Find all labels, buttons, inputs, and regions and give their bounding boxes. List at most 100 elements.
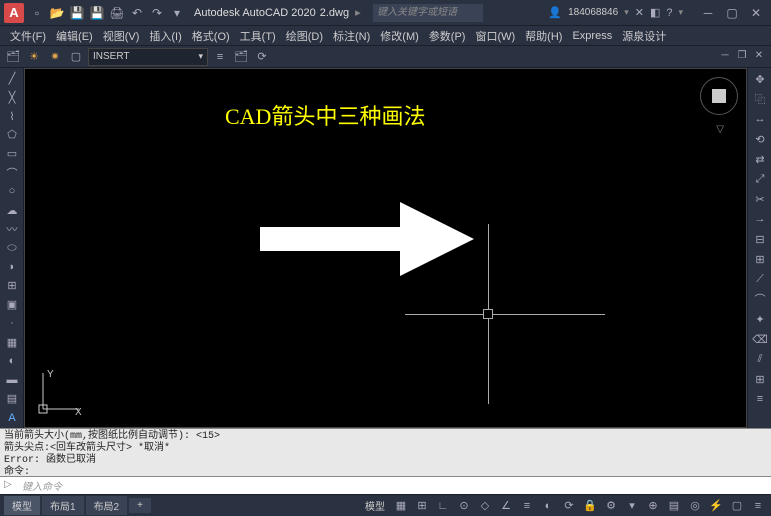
tab-layout2[interactable]: 布局2 xyxy=(86,496,128,515)
minimize-button[interactable]: ─ xyxy=(697,4,719,22)
layer-misc-icon[interactable]: ⟳ xyxy=(253,48,271,66)
menu-insert[interactable]: 插入(I) xyxy=(145,26,185,46)
polygon-tool-icon[interactable]: ⬠ xyxy=(2,127,22,144)
menu-window[interactable]: 窗口(W) xyxy=(471,26,519,46)
exchange-icon[interactable]: ✕ xyxy=(635,6,644,19)
close-button[interactable]: ✕ xyxy=(745,4,767,22)
insert-tool-icon[interactable]: ⊞ xyxy=(2,277,22,294)
chamfer-tool-icon[interactable]: ⟋ xyxy=(750,270,770,288)
help-dropdown-icon[interactable]: ▾ xyxy=(678,7,683,18)
mirror-tool-icon[interactable]: ⇄ xyxy=(750,150,770,168)
menu-edit[interactable]: 编辑(E) xyxy=(52,26,97,46)
qat-save-icon[interactable]: 💾 xyxy=(68,4,86,22)
modify-toolbar: ✥ ⿻ ↔ ⟲ ⇄ ⤢ ✂ → ⊟ ⊞ ⟋ ⌒ ✦ ⌫ ⫽ ⊞ ≡ xyxy=(747,68,771,428)
menu-express[interactable]: Express xyxy=(568,28,616,44)
command-prompt-icon: ▷ xyxy=(4,479,18,493)
circle-tool-icon[interactable]: ○ xyxy=(2,183,22,200)
qat-plot-icon[interactable]: 🖨 xyxy=(108,4,126,22)
user-id[interactable]: 184068846 xyxy=(568,7,618,18)
revcloud-tool-icon[interactable]: ☁ xyxy=(2,202,22,219)
qat-undo-icon[interactable]: ↶ xyxy=(128,4,146,22)
drawing-canvas[interactable]: ▽ CAD箭头中三种画法 Y X xyxy=(24,68,747,428)
menu-format[interactable]: 格式(O) xyxy=(188,26,234,46)
maximize-button[interactable]: ▢ xyxy=(721,4,743,22)
tab-add-button[interactable]: + xyxy=(129,498,151,513)
status-model-label[interactable]: 模型 xyxy=(365,498,385,513)
explode-tool-icon[interactable]: ✦ xyxy=(750,310,770,328)
signin-icon[interactable]: 👤 xyxy=(548,6,562,19)
menu-dimension[interactable]: 标注(N) xyxy=(329,26,374,46)
menu-yuanquan[interactable]: 源泉设计 xyxy=(618,26,670,46)
search-input[interactable]: 键入关键字或短语 xyxy=(373,4,483,22)
titlebar-right: 👤 184068846 ▾ ✕ ◧ ? ▾ ─ ▢ ✕ xyxy=(548,4,767,22)
point-tool-icon[interactable]: · xyxy=(2,315,22,332)
viewcube[interactable] xyxy=(700,77,738,115)
join-tool-icon[interactable]: ⊞ xyxy=(750,250,770,268)
layer-match-icon[interactable]: ≡ xyxy=(211,48,229,66)
table-tool-icon[interactable]: ▤ xyxy=(2,390,22,407)
layer-freeze-icon[interactable]: ▢ xyxy=(67,48,85,66)
app-logo[interactable]: A xyxy=(4,3,24,23)
doc-restore-button[interactable]: ❐ xyxy=(734,48,750,62)
featured-icon[interactable]: ◧ xyxy=(650,6,660,19)
align-tool-icon[interactable]: ≡ xyxy=(750,390,770,408)
menu-tools[interactable]: 工具(T) xyxy=(236,26,280,46)
doc-close-button[interactable]: ✕ xyxy=(751,48,767,62)
nav-dropdown-icon[interactable]: ▽ xyxy=(716,124,724,135)
rectangle-tool-icon[interactable]: ▭ xyxy=(2,145,22,162)
array-tool-icon[interactable]: ⊞ xyxy=(750,370,770,388)
line-tool-icon[interactable]: ╱ xyxy=(2,70,22,87)
tab-layout1[interactable]: 布局1 xyxy=(42,496,84,515)
menu-help[interactable]: 帮助(H) xyxy=(521,26,566,46)
layer-combo[interactable]: INSERT ▾ xyxy=(88,48,208,66)
extend-tool-icon[interactable]: → xyxy=(750,210,770,228)
crosshair-pickbox xyxy=(483,309,493,319)
layer-prev-icon[interactable]: 🗂 xyxy=(232,48,250,66)
canvas-arrow-shape xyxy=(260,199,480,279)
block-tool-icon[interactable]: ▣ xyxy=(2,296,22,313)
menu-view[interactable]: 视图(V) xyxy=(99,26,144,46)
cmd-line-1: 箭头尖点:<回车改箭头尺寸> *取消* xyxy=(4,443,767,455)
menu-modify[interactable]: 修改(M) xyxy=(376,26,423,46)
chevron-down-icon: ▾ xyxy=(198,51,203,62)
rotate-tool-icon[interactable]: ⟲ xyxy=(750,130,770,148)
menu-draw[interactable]: 绘图(D) xyxy=(282,26,327,46)
layer-iso-icon[interactable]: ✷ xyxy=(46,48,64,66)
qat-redo-icon[interactable]: ↷ xyxy=(148,4,166,22)
scale-tool-icon[interactable]: ⤢ xyxy=(750,170,770,188)
layer-props-icon[interactable]: 🗂 xyxy=(4,48,22,66)
viewcube-face[interactable] xyxy=(712,89,726,103)
gradient-tool-icon[interactable]: ◐ xyxy=(2,353,22,370)
cmd-line-2: Error: 函数已取消 xyxy=(4,455,767,467)
user-dropdown-icon[interactable]: ▾ xyxy=(624,7,629,18)
titlebar: A ▫ 📂 💾 💾 🖨 ↶ ↷ ▾ Autodesk AutoCAD 2020 … xyxy=(0,0,771,26)
command-input[interactable]: 键入命令 xyxy=(22,478,62,493)
ellipsearc-tool-icon[interactable]: ◗ xyxy=(2,258,22,275)
copy-tool-icon[interactable]: ⿻ xyxy=(750,90,770,108)
region-tool-icon[interactable]: ▬ xyxy=(2,372,22,389)
qat-saveas-icon[interactable]: 💾 xyxy=(88,4,106,22)
spline-tool-icon[interactable]: 〰 xyxy=(2,221,22,238)
qat-new-icon[interactable]: ▫ xyxy=(28,4,46,22)
text-tool-icon[interactable]: A xyxy=(2,409,22,426)
arc-tool-icon[interactable]: ⌒ xyxy=(2,164,22,181)
stretch-tool-icon[interactable]: ↔ xyxy=(750,110,770,128)
fillet-tool-icon[interactable]: ⌒ xyxy=(750,290,770,308)
menu-param[interactable]: 参数(P) xyxy=(425,26,470,46)
qat-open-icon[interactable]: 📂 xyxy=(48,4,66,22)
menu-file[interactable]: 文件(F) xyxy=(6,26,50,46)
trim-tool-icon[interactable]: ✂ xyxy=(750,190,770,208)
polyline-tool-icon[interactable]: ⌇ xyxy=(2,108,22,125)
qat-dropdown-icon[interactable]: ▾ xyxy=(168,4,186,22)
help-icon[interactable]: ? xyxy=(666,7,672,19)
hatch-tool-icon[interactable]: ▦ xyxy=(2,334,22,351)
move-tool-icon[interactable]: ✥ xyxy=(750,70,770,88)
xline-tool-icon[interactable]: ╳ xyxy=(2,89,22,106)
erase-tool-icon[interactable]: ⌫ xyxy=(750,330,770,348)
tab-model[interactable]: 模型 xyxy=(4,496,40,515)
doc-minimize-button[interactable]: ─ xyxy=(717,48,733,62)
break-tool-icon[interactable]: ⊟ xyxy=(750,230,770,248)
offset-tool-icon[interactable]: ⫽ xyxy=(750,350,770,368)
ellipse-tool-icon[interactable]: ⬭ xyxy=(2,240,22,257)
layer-state-icon[interactable]: ☀ xyxy=(25,48,43,66)
